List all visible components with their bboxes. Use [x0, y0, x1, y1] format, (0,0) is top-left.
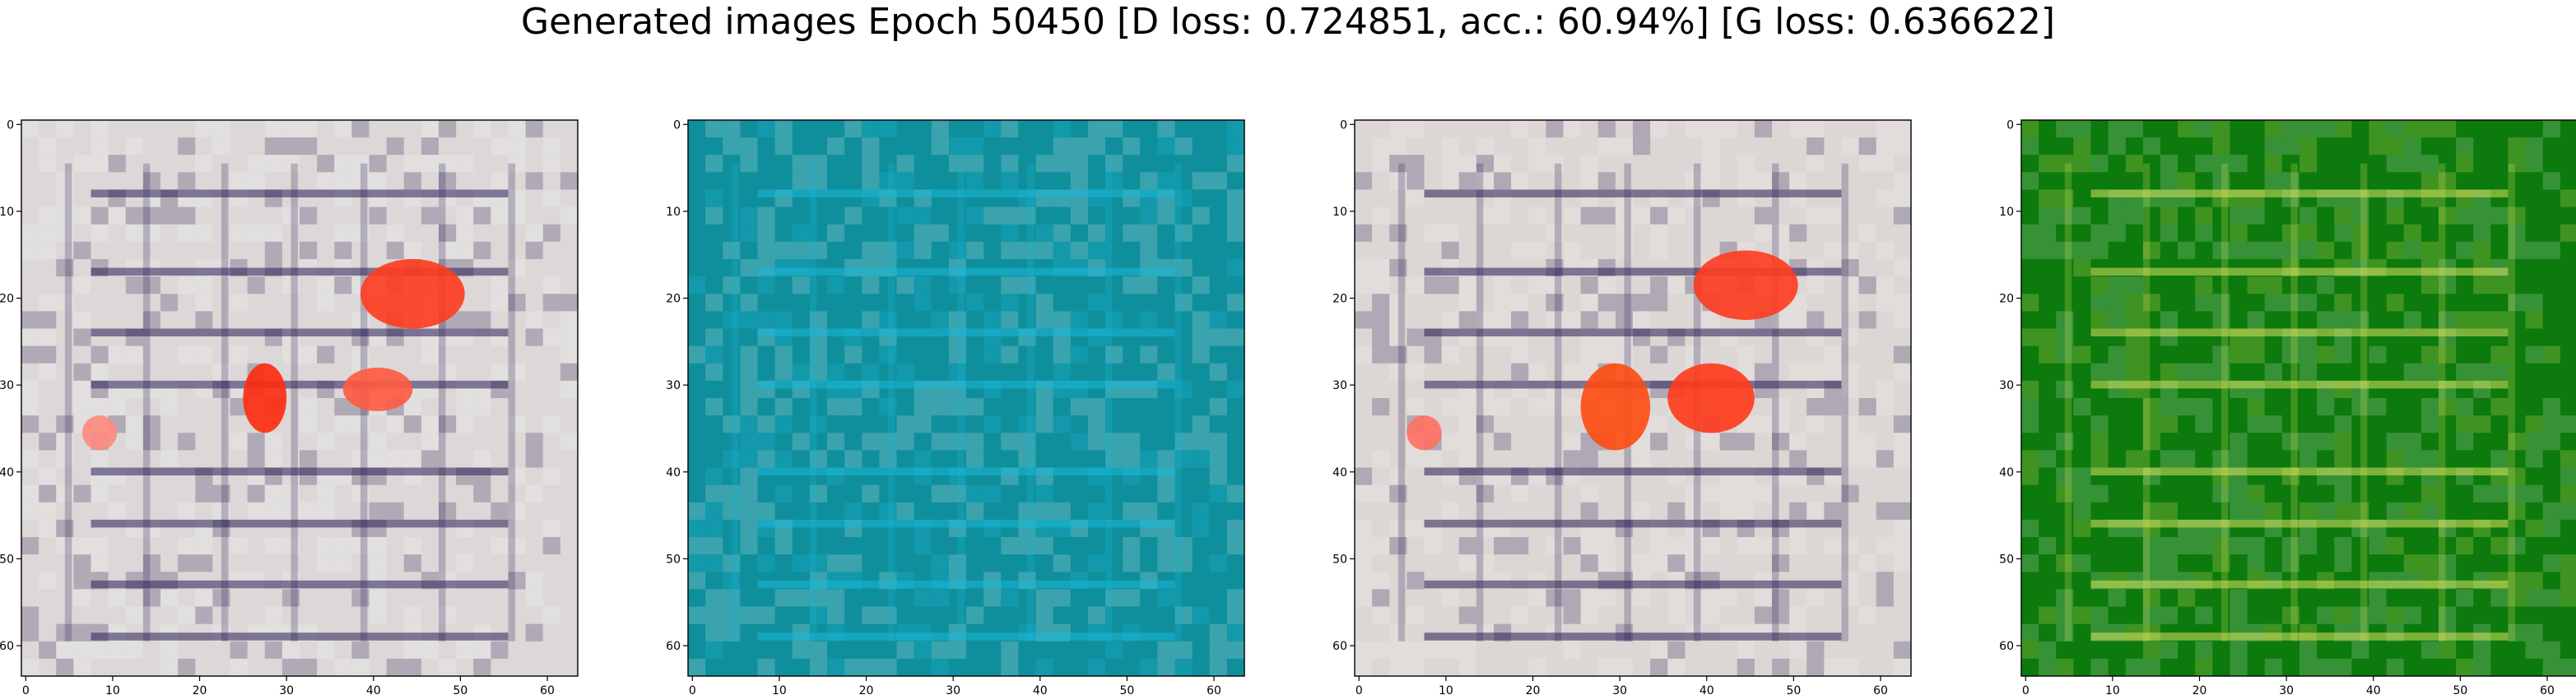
y-tick-label: 0: [2006, 118, 2014, 132]
x-tick-label: 50: [1119, 684, 1134, 695]
x-tick-label: 30: [946, 684, 960, 695]
color-blob: [1580, 363, 1651, 451]
figure-title: Generated images Epoch 50450 [D loss: 0.…: [520, 1, 2056, 43]
x-tick-label: 0: [22, 684, 30, 695]
y-tick-label: 30: [0, 379, 14, 392]
axes-frame: [2020, 119, 2576, 677]
y-tick-label: 60: [0, 640, 14, 653]
axes-frame: [1354, 119, 1912, 677]
image-panel-4: 0 10 20 30 40 50 60 0 10 20 30 40 50 60: [1999, 118, 2576, 695]
x-tick-label: 10: [105, 684, 120, 695]
y-tick-label: 60: [1332, 640, 1347, 653]
x-tick-label: 20: [193, 684, 207, 695]
image-stripes: [731, 163, 1182, 642]
x-tick-label: 10: [1439, 684, 1453, 695]
axes-frame: [21, 119, 579, 677]
y-tick-label: 50: [0, 553, 14, 566]
color-blob: [1407, 415, 1442, 451]
x-tick-label: 40: [366, 684, 381, 695]
x-tick-label: 60: [2540, 684, 2555, 695]
y-tick-label: 60: [1999, 640, 2014, 653]
x-tick-label: 40: [1700, 684, 1714, 695]
image-panel-1: 0 10 20 30 40 50 60 0 10 20 30 40 50 60: [0, 118, 579, 695]
x-tick-label: 30: [1612, 684, 1627, 695]
y-tick-label: 10: [666, 206, 681, 219]
y-tick-label: 50: [666, 553, 681, 566]
x-tick-label: 20: [1526, 684, 1541, 695]
x-tick-label: 40: [2366, 684, 2381, 695]
color-blob: [1667, 363, 1755, 433]
x-tick-label: 30: [2279, 684, 2294, 695]
x-tick-label: 60: [540, 684, 555, 695]
y-tick-label: 30: [666, 379, 681, 392]
y-tick-label: 50: [1999, 553, 2014, 566]
axis-ticks: 0 10 20 30 40 50 60 0 10 20 30 40 50 60: [666, 118, 1221, 695]
y-tick-label: 30: [1999, 379, 2014, 392]
axis-ticks: 0 10 20 30 40 50 60 0 10 20 30 40 50 60: [1332, 118, 1888, 695]
image-panel-3: 0 10 20 30 40 50 60 0 10 20 30 40 50 60: [1332, 118, 1912, 695]
x-tick-label: 20: [859, 684, 874, 695]
axis-ticks: 0 10 20 30 40 50 60 0 10 20 30 40 50 60: [0, 118, 555, 695]
color-blob: [243, 363, 287, 433]
y-tick-label: 0: [1340, 118, 1347, 132]
axes-frame: [687, 119, 1245, 677]
color-blob: [360, 259, 465, 329]
image-panel-2: 0 10 20 30 40 50 60 0 10 20 30 40 50 60: [666, 118, 1245, 695]
x-tick-label: 0: [2022, 684, 2030, 695]
x-tick-label: 10: [772, 684, 787, 695]
axis-ticks: 0 10 20 30 40 50 60 0 10 20 30 40 50 60: [1999, 118, 2555, 695]
x-tick-label: 0: [1355, 684, 1363, 695]
y-tick-label: 40: [666, 466, 681, 480]
x-tick-label: 30: [279, 684, 294, 695]
x-tick-label: 40: [1033, 684, 1048, 695]
color-blob: [1693, 250, 1798, 320]
x-tick-label: 50: [453, 684, 467, 695]
y-tick-label: 20: [0, 293, 14, 306]
y-tick-label: 0: [7, 118, 14, 132]
y-tick-label: 20: [1332, 293, 1347, 306]
y-tick-label: 40: [1332, 466, 1347, 480]
x-tick-label: 60: [1873, 684, 1888, 695]
y-tick-label: 10: [0, 206, 14, 219]
x-tick-label: 0: [689, 684, 696, 695]
x-tick-label: 50: [1786, 684, 1801, 695]
y-tick-label: 10: [1999, 206, 2014, 219]
x-tick-label: 50: [2453, 684, 2467, 695]
x-tick-label: 10: [2105, 684, 2120, 695]
y-tick-label: 60: [666, 640, 681, 653]
x-tick-label: 60: [1207, 684, 1221, 695]
image-stripes: [64, 163, 515, 642]
color-blob: [81, 415, 118, 451]
y-tick-label: 0: [673, 118, 681, 132]
y-tick-label: 30: [1332, 379, 1347, 392]
y-tick-label: 20: [1999, 293, 2014, 306]
y-tick-label: 40: [0, 466, 14, 480]
y-tick-label: 40: [1999, 466, 2014, 480]
x-tick-label: 20: [2192, 684, 2207, 695]
y-tick-label: 10: [1332, 206, 1347, 219]
color-blob: [342, 368, 413, 411]
image-stripes: [2064, 163, 2515, 642]
y-tick-label: 50: [1332, 553, 1347, 566]
y-tick-label: 20: [666, 293, 681, 306]
